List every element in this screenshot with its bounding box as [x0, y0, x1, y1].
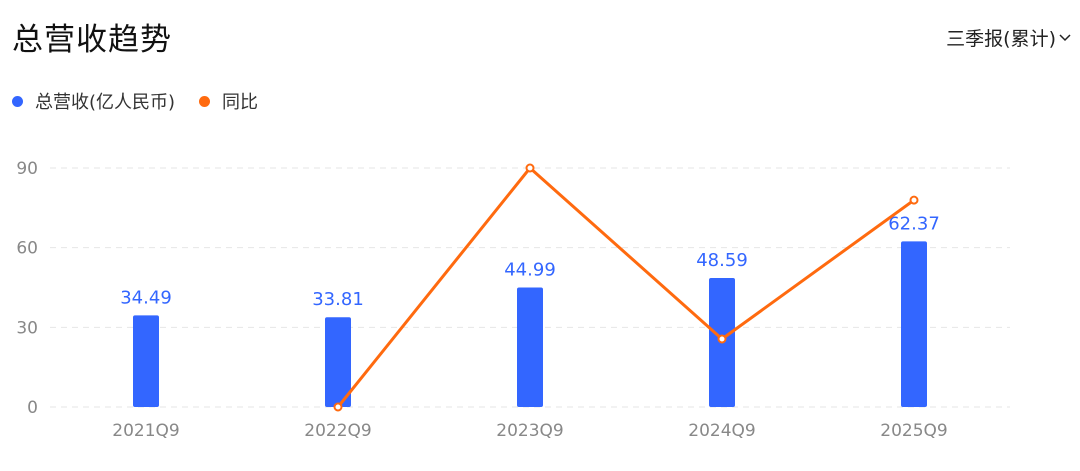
revenue-data-label: 62.37 [888, 213, 940, 234]
y-tick-label: 60 [16, 239, 38, 259]
revenue-data-label: 48.59 [696, 250, 748, 271]
revenue-bar [517, 287, 543, 407]
x-tick-label: 2024Q9 [688, 421, 755, 441]
revenue-data-label: 33.81 [312, 289, 364, 310]
legend-label-revenue: 总营收(亿人民币) [35, 92, 176, 113]
y-tick-label: 30 [16, 318, 38, 338]
x-tick-label: 2023Q9 [496, 421, 563, 441]
yoy-point [717, 334, 727, 344]
revenue-data-label: 34.49 [120, 287, 172, 308]
legend: 总营收(亿人民币) 同比 [12, 88, 282, 114]
chevron-down-icon [1059, 33, 1071, 41]
yoy-point [333, 402, 343, 412]
y-tick-label: 90 [16, 159, 38, 179]
revenue-bar [901, 241, 927, 407]
yoy-point [909, 195, 919, 205]
legend-dot-revenue [12, 95, 23, 107]
x-tick-label: 2021Q9 [112, 421, 179, 441]
revenue-bar [325, 317, 351, 407]
legend-dot-yoy [199, 95, 211, 107]
page-title: 总营收趋势 [12, 22, 172, 58]
legend-label-yoy: 同比 [222, 92, 259, 113]
period-label: 三季报(累计) [946, 28, 1056, 50]
y-tick-label: 0 [27, 398, 38, 418]
legend-item-yoy[interactable]: 同比 [199, 88, 258, 114]
yoy-point [525, 163, 535, 173]
x-tick-label: 2025Q9 [880, 421, 947, 441]
x-tick-label: 2022Q9 [304, 421, 371, 441]
period-selector[interactable]: 三季报(累计) [946, 24, 1072, 51]
yoy-line [336, 166, 915, 408]
revenue-data-label: 44.99 [504, 260, 556, 281]
legend-item-revenue[interactable]: 总营收(亿人民币) [12, 88, 175, 114]
revenue-bar [133, 315, 159, 407]
